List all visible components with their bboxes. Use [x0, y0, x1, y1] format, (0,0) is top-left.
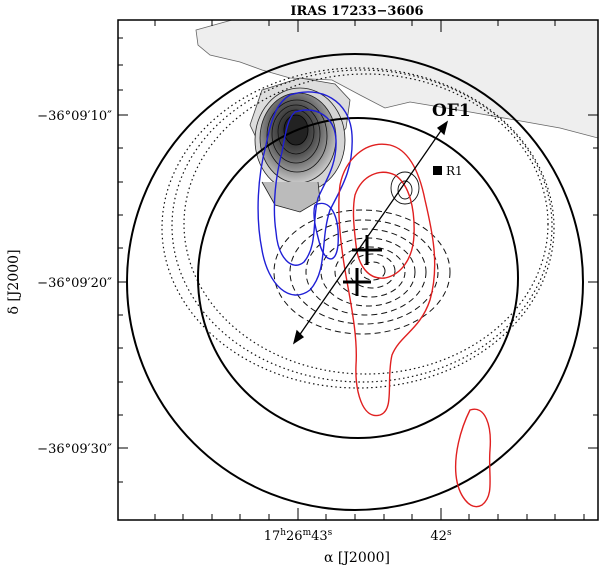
x-axis-title: α [J2000]	[324, 550, 390, 566]
y-tick-label: −36°09′30″	[37, 442, 112, 457]
plot-frame	[117, 19, 599, 521]
outflow-axis-arrow	[292, 120, 449, 345]
source-cross-markers	[343, 235, 382, 296]
y-tick-label: −36°09′20″	[37, 276, 112, 291]
x-tick-label: 42s	[430, 528, 452, 544]
x-tick-label: 17h26m43s	[264, 528, 333, 544]
extended-emission-region	[195, 20, 598, 139]
outflow-label: OF1	[432, 101, 471, 121]
y-tick-label: −36°09′10″	[37, 109, 112, 124]
axis-ticks	[118, 20, 598, 520]
dotted-beam-rings	[161, 67, 555, 389]
r1-square-marker	[433, 166, 442, 175]
red-lobe-contours	[338, 143, 492, 508]
blue-lobe-contours	[257, 91, 353, 296]
r1-label: R1	[446, 164, 463, 178]
inner-field-circle	[197, 117, 519, 439]
y-axis-title: δ [J2000]	[6, 249, 22, 314]
compact-source-contours	[390, 171, 420, 205]
chart-title: IRAS 17233−3606	[290, 4, 423, 19]
main-emission-peak	[254, 87, 346, 213]
plot-content	[126, 20, 598, 511]
